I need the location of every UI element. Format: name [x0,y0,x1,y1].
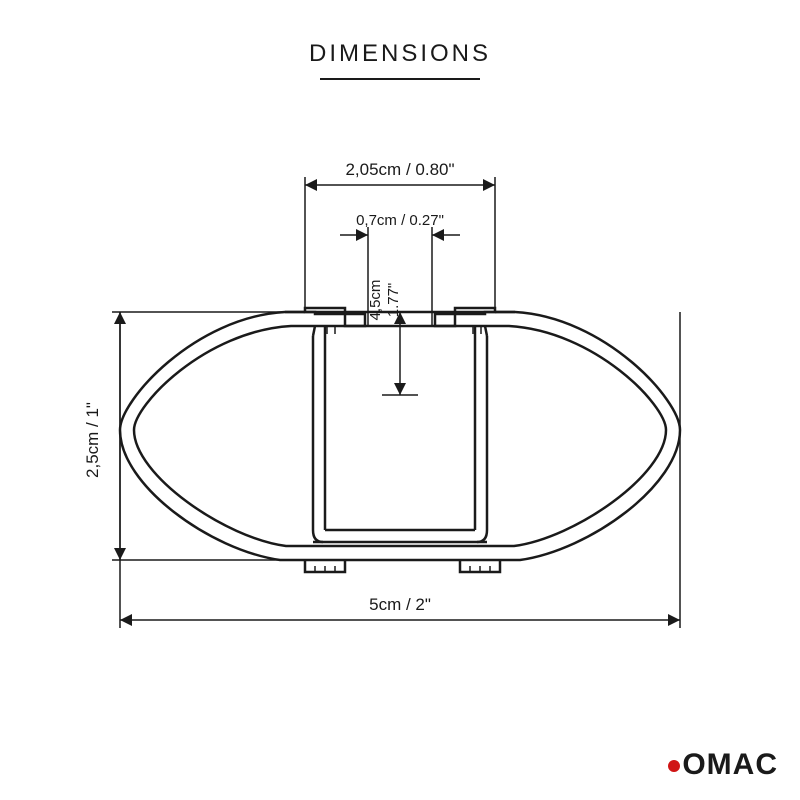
svg-text:5cm / 2": 5cm / 2" [369,595,431,614]
svg-text:0,7cm / 0.27": 0,7cm / 0.27" [356,212,444,229]
svg-text:1.77": 1.77" [385,283,402,318]
svg-text:2,05cm / 0.80": 2,05cm / 0.80" [345,160,454,179]
svg-text:2,5cm / 1": 2,5cm / 1" [83,402,102,478]
svg-text:4,5cm: 4,5cm [367,280,384,321]
brand-text: OMAC [682,748,778,781]
brand-dot-icon [668,760,680,772]
dimension-diagram: 5cm / 2" 2,5cm / 1" 2,05cm / 0.80" 0,7cm / … [0,0,800,800]
brand-logo: OMAC [668,748,778,782]
